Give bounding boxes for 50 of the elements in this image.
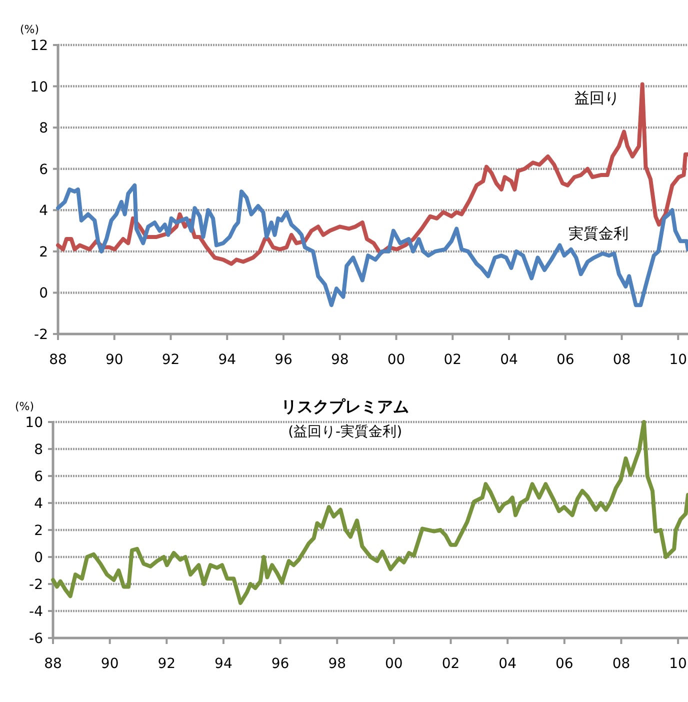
x-tick-label: 00 <box>385 656 403 672</box>
x-tick-label: 96 <box>274 352 292 368</box>
line-series <box>56 183 688 308</box>
y-tick-label: 6 <box>34 469 44 485</box>
x-tick-label: 02 <box>442 656 460 672</box>
y-tick-label: 0 <box>39 286 48 302</box>
y-axis-title: (%) <box>15 400 34 413</box>
series-label: 益回り <box>574 88 620 107</box>
y-tick-label: 0 <box>34 550 43 566</box>
x-tick-label: 92 <box>162 352 180 368</box>
x-tick-label: 94 <box>218 352 236 368</box>
x-tick-label: 06 <box>555 656 574 672</box>
y-tick-label: -4 <box>29 604 44 620</box>
x-tick-label: 94 <box>214 656 232 672</box>
x-tick-label: 92 <box>158 656 176 672</box>
x-tick-label: 10 <box>669 352 688 368</box>
y-tick-label: 10 <box>30 79 48 96</box>
y-tick-label: 8 <box>39 120 48 137</box>
y-tick-label: 6 <box>39 162 48 178</box>
y-tick-label: 12 <box>30 38 48 54</box>
y-tick-label: 4 <box>34 496 44 512</box>
x-tick-label: 00 <box>387 352 406 368</box>
y-tick-label: -2 <box>34 327 48 343</box>
line-series <box>51 420 688 605</box>
x-tick-label: 96 <box>271 656 290 672</box>
series-label: 実質金利 <box>568 224 628 243</box>
x-tick-label: 98 <box>330 352 349 368</box>
x-tick-label: 06 <box>556 352 574 368</box>
line-series <box>56 82 688 266</box>
y-tick-label: -6 <box>29 631 44 647</box>
x-tick-label: 88 <box>49 352 67 368</box>
y-tick-label: 2 <box>34 523 43 539</box>
x-tick-label: 08 <box>612 656 630 672</box>
y-tick-label: 10 <box>25 415 43 431</box>
y-tick-label: -2 <box>29 577 43 593</box>
x-tick-label: 88 <box>44 656 62 672</box>
y-tick-label: 4 <box>39 203 48 220</box>
chart-title: リスクプレミアム <box>281 397 410 416</box>
x-tick-label: 04 <box>498 656 517 672</box>
y-tick-label: 2 <box>39 244 48 260</box>
x-tick-label: 90 <box>105 352 124 368</box>
x-tick-label: 10 <box>669 656 687 672</box>
x-tick-label: 02 <box>444 352 462 368</box>
chart-subtitle: (益回り-実質金利) <box>288 424 402 440</box>
x-tick-label: 08 <box>612 352 631 368</box>
y-tick-label: 8 <box>34 442 43 458</box>
x-tick-label: 90 <box>100 656 119 672</box>
x-tick-label: 98 <box>328 656 346 672</box>
x-tick-label: 04 <box>500 352 518 368</box>
y-axis-title: (%) <box>20 23 40 36</box>
